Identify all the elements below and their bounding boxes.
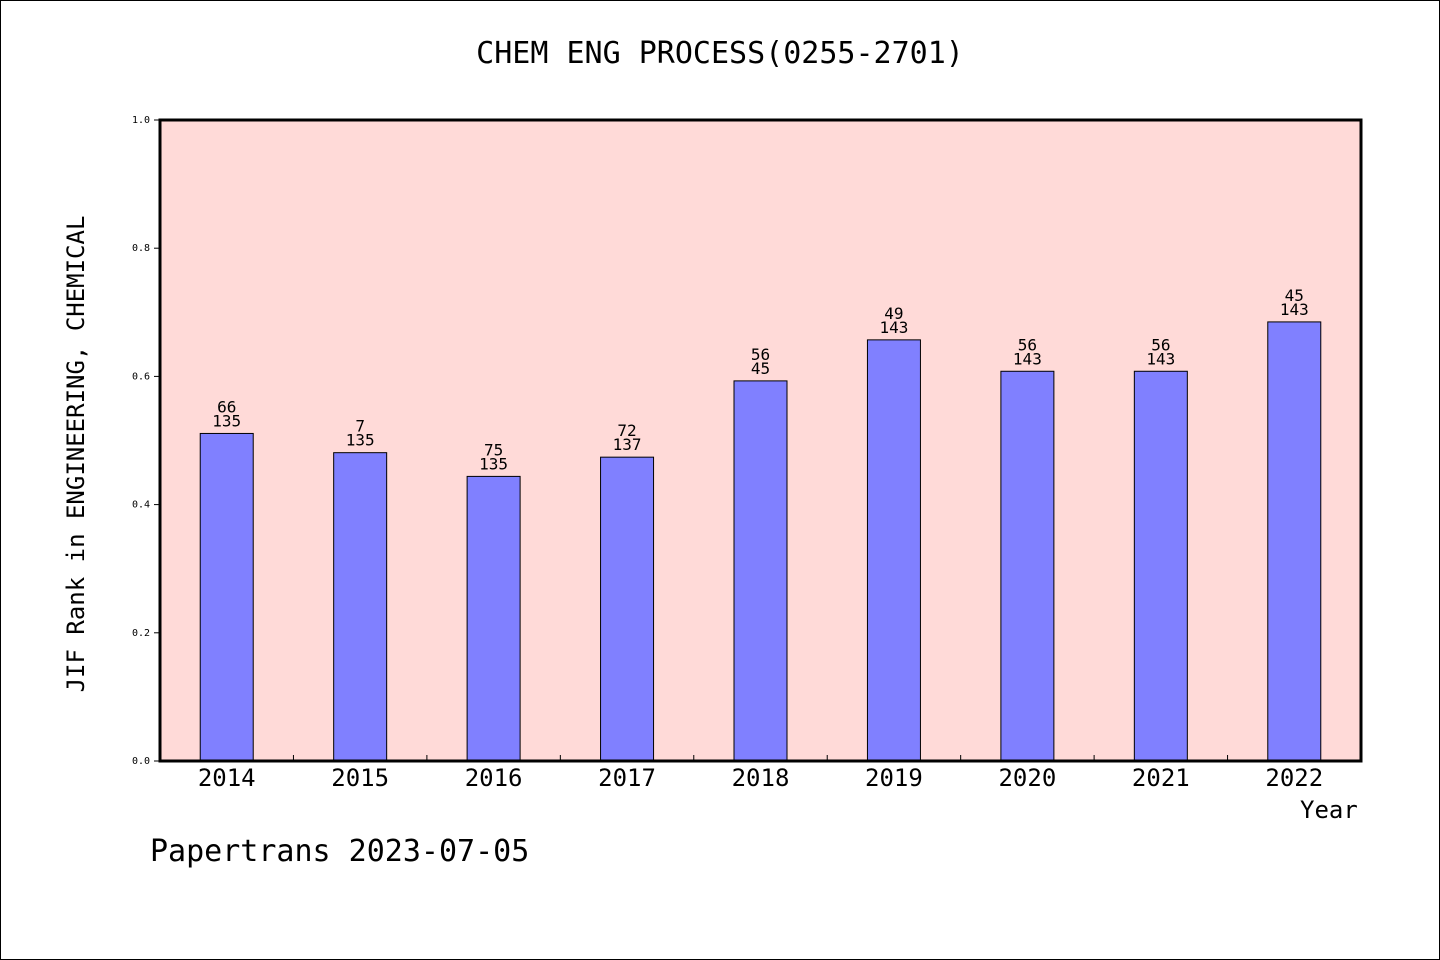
bar-label-total: 143 (879, 318, 908, 337)
y-tick-label: 0.4 (132, 500, 150, 511)
bar-label-rank: 75 (484, 440, 503, 459)
x-tick-label: 2019 (865, 764, 923, 792)
bar (866, 339, 921, 762)
bar (733, 380, 788, 762)
bar (1267, 321, 1322, 762)
bar (333, 452, 388, 762)
bar-label-total: 143 (1280, 300, 1309, 319)
bar-label-total: 135 (346, 431, 375, 450)
bar (199, 432, 254, 762)
bar-label-total: 45 (751, 359, 770, 378)
x-tick-label: 2016 (465, 764, 523, 792)
bar (1133, 370, 1188, 762)
bar (466, 475, 521, 762)
y-tick-label: 0.8 (132, 243, 150, 254)
bar-label-rank: 66 (217, 397, 236, 416)
y-tick-label: 1.0 (132, 115, 150, 126)
bar-label-rank: 56 (1018, 335, 1037, 354)
x-tick-label: 2014 (198, 764, 256, 792)
bar-label-total: 143 (1146, 349, 1175, 368)
x-tick-label: 2021 (1132, 764, 1190, 792)
y-tick-label: 0.0 (132, 756, 150, 767)
x-tick-label: 2018 (732, 764, 790, 792)
x-tick-label: 2022 (1265, 764, 1323, 792)
plot-border (158, 118, 1363, 763)
bar-label-total: 135 (212, 411, 241, 430)
bar-label-rank: 72 (617, 421, 636, 440)
chart-title: CHEM ENG PROCESS(0255-2701) (476, 36, 964, 71)
bar-label-rank: 56 (751, 345, 770, 364)
x-axis-label: Year (1300, 796, 1358, 824)
y-tick-label: 0.6 (132, 371, 150, 382)
x-tick-label: 2017 (598, 764, 656, 792)
x-tick-label: 2015 (331, 764, 389, 792)
bar (1000, 370, 1055, 762)
bar-label-total: 143 (1013, 349, 1042, 368)
bar-label-rank: 56 (1151, 335, 1170, 354)
bar-label-rank: 45 (1285, 286, 1304, 305)
bar-label-rank: 49 (884, 304, 903, 323)
y-tick-label: 0.2 (132, 628, 150, 639)
bar-label-rank: 7 (355, 417, 365, 436)
bar-label-total: 137 (613, 435, 642, 454)
bar-label-total: 135 (479, 454, 508, 473)
bar (600, 456, 655, 762)
x-tick-label: 2020 (998, 764, 1056, 792)
footer-watermark: Papertrans 2023-07-05 (150, 834, 530, 869)
